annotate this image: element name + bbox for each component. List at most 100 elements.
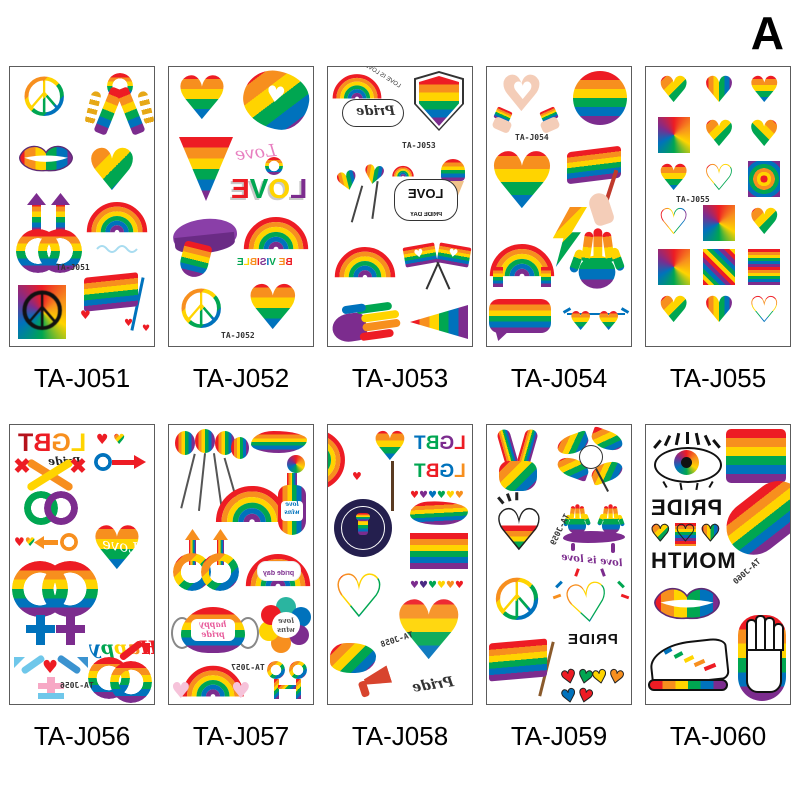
pride-flag-icon bbox=[410, 533, 468, 569]
wavy-flag-icon bbox=[251, 431, 307, 453]
rainbow-pennant-icon bbox=[410, 305, 468, 339]
tattoo-sheet-ta-j057: love wins pride day bbox=[168, 424, 314, 705]
rainbow-speech-bubble-icon bbox=[489, 299, 555, 343]
rainbow-handprints-icon: love is love bbox=[561, 503, 629, 579]
pride-month-text: PRIDE ♥ ♥ ♥ MONTH bbox=[650, 495, 736, 573]
product-cell: ♥ ♥ TA-J054 ♥ bbox=[483, 66, 635, 394]
sheet-code: TA-J051 bbox=[56, 263, 90, 272]
heart-lollipop-icon: ♥ bbox=[372, 427, 412, 513]
peace-sign-icon: ☮ bbox=[177, 278, 226, 341]
pride-day-rainbow-icon: pride day bbox=[245, 551, 311, 603]
sheet-code: TA-J053 bbox=[402, 141, 436, 150]
watercolor-heart-icon: ♥ bbox=[487, 137, 557, 227]
tattoo-sheet-ta-j059: ♥ ♡ love is love TA-J059 ☮ ♡ bbox=[486, 424, 632, 705]
rainbow-sneaker-icon bbox=[648, 637, 730, 701]
sheet-code: TA-J054 bbox=[515, 133, 549, 142]
flag-horn-icon bbox=[330, 641, 396, 701]
hearts-chain-icon: ♥ ♥ ♥ ♥ ♥ ♥ bbox=[558, 665, 627, 705]
sheet-code: TA-J056 bbox=[60, 681, 94, 690]
pixel-heart-icon: ♥ bbox=[702, 249, 736, 285]
crossed-gender-symbols-icon bbox=[12, 457, 92, 531]
heart-lollipop-icon: ♥ ♥ bbox=[333, 159, 394, 233]
rainbow-hearts-arc-icon: ♥ ♥ bbox=[171, 665, 255, 704]
rainbow-hand-icon bbox=[738, 611, 788, 703]
sunburst-heart-icon: ♥ bbox=[657, 249, 690, 285]
rainbow-face-mask-icon: happy pride bbox=[171, 603, 259, 661]
male-symbol-arrow-icon bbox=[94, 451, 150, 473]
sheet-label: TA-J054 bbox=[510, 363, 608, 393]
diagonal-heart-icon: ♥ bbox=[748, 114, 781, 155]
sheet-code: TA-J060 bbox=[731, 556, 763, 587]
gender-balloons-icon bbox=[173, 429, 249, 521]
rainbow-heart-icon: ♥ bbox=[86, 136, 138, 204]
rainbow-shield-icon bbox=[414, 71, 464, 131]
striped-heart-icon: ♥ bbox=[702, 70, 736, 111]
heart-sunglasses-icon: ♥ ♥ bbox=[562, 307, 630, 337]
love-3d-text: LOVE bbox=[231, 173, 308, 204]
product-cell: ♥ ♥ Love LOVE BE VISIBLE ☮ ♥ TA-J052 bbox=[165, 66, 317, 394]
hearts-row-icon: ♥♥♥♥♥♥♥ bbox=[410, 490, 464, 519]
be-visible-text: BE VISIBLE bbox=[237, 257, 293, 268]
sheet-row-1: ☮ ♥ bbox=[6, 66, 794, 394]
transgender-symbol-icon: ♥ bbox=[14, 654, 88, 701]
lgbt-text: LGBT bbox=[414, 433, 466, 454]
product-cell: ♥ ♡ love is love TA-J059 ☮ ♡ bbox=[483, 424, 635, 752]
tattoo-sheet-ta-j056: LGBT Pride ♥ ♥ bbox=[9, 424, 155, 705]
product-cell: PRIDE ♥ ♥ ♥ MONTH TA-J060 bbox=[642, 424, 794, 752]
peace-sign-icon: ☮ bbox=[20, 66, 69, 129]
resist-fist-badge-icon bbox=[334, 499, 392, 557]
sheet-label: TA-J058 bbox=[351, 721, 449, 751]
love-wins-bottle-icon: love wins bbox=[275, 473, 309, 549]
tattoo-sheet-ta-j058: ♥ ♥ LGBT LGBT ♥♥♥♥♥♥♥ ♥♥♥♥♥♥ bbox=[327, 424, 473, 705]
sheet-code: TA-J052 bbox=[221, 331, 255, 340]
watercolor-heart-icon: ♥ bbox=[392, 584, 466, 679]
heart-hands-icon: ♥ ♥ bbox=[491, 69, 561, 135]
rainbow-flag-icon bbox=[489, 638, 567, 699]
flower-icon bbox=[287, 455, 305, 473]
rainbow-arc-icon bbox=[243, 215, 309, 253]
tattoo-sheet-ta-j055: ♥ ♥ ♥ ♥ ♥ ♥ ♥ ♡ ♥ ♡ ♥ ♥ ♥ ♥ ♥ ♥ ♥ bbox=[645, 66, 791, 347]
tattoo-sheet-ta-j054: ♥ ♥ TA-J054 ♥ bbox=[486, 66, 632, 347]
peace-sign-icon: ☮ bbox=[491, 566, 543, 634]
hearts-grid: ♥ ♥ ♥ ♥ ♥ ♥ ♥ ♡ ♥ ♡ ♥ ♥ ♥ ♥ ♥ ♥ ♥ bbox=[651, 73, 787, 329]
outlined-peace-sign-icon: ☮ bbox=[18, 280, 67, 343]
scribble-heart-icon: ♥ bbox=[702, 114, 736, 155]
rainbow-heart-icon: ♥ bbox=[245, 271, 301, 344]
concentric-heart-icon: ♥ bbox=[748, 161, 781, 197]
double-male-symbol-icon bbox=[88, 639, 154, 703]
sheet-label: TA-J056 bbox=[33, 721, 131, 751]
hearts-arrow-left-icon: ♥♥ bbox=[14, 533, 84, 553]
rainbow-eye-icon bbox=[650, 432, 724, 491]
lined-heart-icon: ♥ bbox=[748, 249, 781, 285]
paint-splash-hands-icon: ♥ bbox=[239, 67, 313, 134]
open-outline-heart-icon: ♡ bbox=[657, 202, 690, 243]
lips-tongue-icon bbox=[171, 213, 243, 280]
love-heart-icon: ♥ Love bbox=[90, 514, 144, 584]
pride-cloud-icon: ​ Pride bbox=[342, 99, 404, 127]
rainbow-arc-icon bbox=[332, 73, 382, 101]
patchwork-heart-icon: ♥ bbox=[657, 117, 690, 153]
hearts-arrow-icon: ♥ ♥ bbox=[96, 432, 126, 448]
pride-flag-icon: ♥ ♥ ♥ bbox=[80, 272, 152, 339]
love-pride-day-cloud-icon: LOVE PRIDE DAY bbox=[394, 159, 470, 233]
sheet-label: TA-J053 bbox=[351, 363, 449, 393]
product-cell: LOVE IS LOVE ​ Pride TA-J053 ♥ ♥ bbox=[324, 66, 476, 394]
winged-heart-icon: ♥ bbox=[702, 290, 736, 331]
rainbow-fist-icon bbox=[330, 298, 407, 346]
rainbow-heart-outline-icon: ♡ bbox=[332, 562, 386, 632]
product-cell: ♥ ♥ ♥ ♥ ♥ ♥ ♥ ♡ ♥ ♡ ♥ ♥ ♥ ♥ ♥ ♥ ♥ bbox=[642, 66, 794, 394]
tattoo-sheet-ta-j051: ☮ ♥ bbox=[9, 66, 155, 347]
rainbow-arc-icon bbox=[334, 243, 396, 283]
product-cell: ☮ ♥ bbox=[6, 66, 158, 394]
sheet-label: TA-J055 bbox=[669, 363, 767, 393]
half-filled-heart-icon: ♥ ♡ bbox=[491, 492, 557, 563]
sheet-label: TA-J060 bbox=[669, 721, 767, 751]
couple-figures-icon bbox=[265, 661, 311, 703]
outline-heart-icon: ♡ bbox=[702, 158, 736, 199]
wave-squiggle-icon bbox=[96, 245, 138, 253]
double-female-symbol-icon bbox=[12, 553, 98, 653]
pride-hearts-icon: ♥ ♥ ♥ bbox=[650, 521, 721, 547]
hug-heart-icon: ♥ bbox=[657, 158, 690, 199]
hearts-row-icon: ♥♥♥♥♥♥ bbox=[410, 580, 464, 591]
